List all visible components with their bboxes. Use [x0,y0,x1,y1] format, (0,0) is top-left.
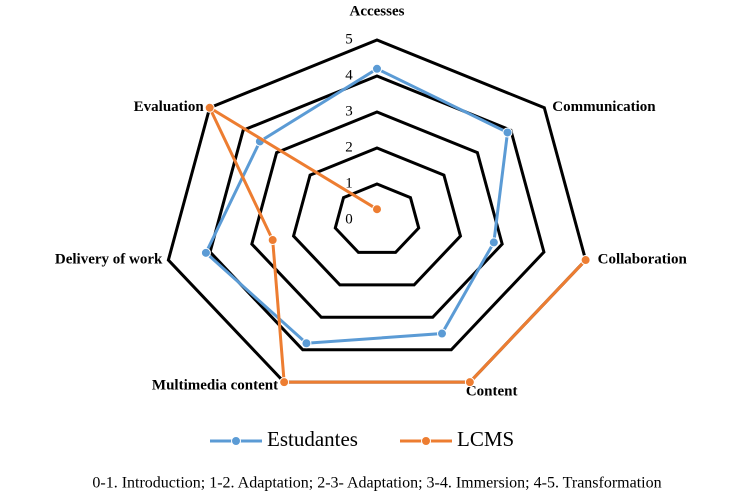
r-tick-label: 4 [345,67,353,83]
point [580,255,591,266]
series-line [204,67,510,345]
axis-label: Communication [552,99,656,115]
point [267,235,278,246]
point [204,102,215,113]
point [372,204,382,215]
r-tick-label: 3 [345,103,353,119]
point [488,237,499,248]
point [200,247,211,258]
axis-label: Delivery of work [55,251,163,267]
series-line [206,103,587,384]
axis-label: Accesses [350,3,405,19]
r-tick-label: 0 [345,211,353,227]
grid-ring [250,110,504,319]
r-tick-label: 1 [345,175,353,191]
point [464,377,475,388]
point [502,127,513,138]
r-tick-label: 5 [345,31,353,47]
grid-ring [208,74,546,352]
axis-label: Collaboration [598,251,688,267]
legend-marker [421,436,431,446]
point [301,338,312,349]
legend-label: LCMS [457,427,514,451]
legend-label: Estudantes [267,427,358,451]
r-tick-label: 2 [345,139,353,155]
legend-marker [231,436,241,446]
point [372,63,382,74]
axis-label: Multimedia content [152,378,278,394]
footnote: 0-1. Introduction; 1-2. Adaptation; 2-3-… [92,475,661,492]
grid-ring [333,182,421,254]
point [436,328,447,339]
grid-ring [291,146,463,287]
axis-label: Evaluation [134,99,205,115]
axis-label: Content [466,384,518,400]
point [279,377,290,388]
